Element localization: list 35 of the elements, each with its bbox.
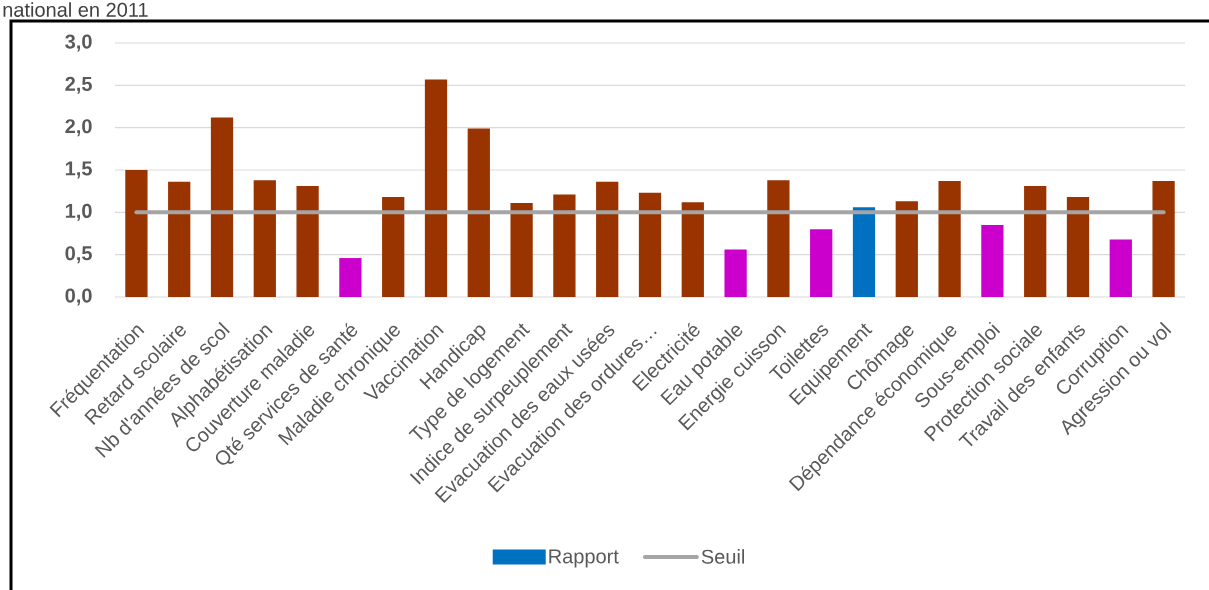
bar <box>681 202 704 298</box>
bar <box>382 197 405 298</box>
bar <box>553 194 576 298</box>
bar <box>1152 181 1175 298</box>
bar <box>210 117 234 298</box>
bar <box>895 201 918 298</box>
bar <box>724 249 747 298</box>
bar <box>810 229 833 298</box>
bar <box>938 181 961 298</box>
bar <box>1109 239 1132 298</box>
bar <box>767 180 790 298</box>
bar <box>296 186 319 298</box>
y-tick-label: 2,0 <box>65 119 92 137</box>
bar <box>467 128 490 298</box>
bar <box>1066 197 1090 298</box>
legend-label: Seuil <box>701 549 744 564</box>
bar <box>852 207 876 298</box>
chart-title: national en 2011 <box>3 2 148 17</box>
bar <box>339 258 362 298</box>
bar <box>596 181 619 298</box>
y-tick-label: 2,5 <box>65 76 92 94</box>
y-tick-label: 0,0 <box>65 288 92 306</box>
y-tick-label: 3,0 <box>65 34 92 52</box>
bar <box>253 180 276 298</box>
bar <box>981 225 1004 298</box>
bar <box>424 79 448 298</box>
y-tick-label: 0,5 <box>65 246 92 264</box>
bar <box>125 170 148 298</box>
bar <box>1024 186 1047 298</box>
bar <box>510 203 533 298</box>
bar <box>168 181 191 298</box>
y-tick-label: 1,5 <box>65 161 92 179</box>
legend-label: Rapport <box>549 549 619 568</box>
y-tick-label: 1,0 <box>65 203 92 221</box>
bar <box>638 192 662 298</box>
